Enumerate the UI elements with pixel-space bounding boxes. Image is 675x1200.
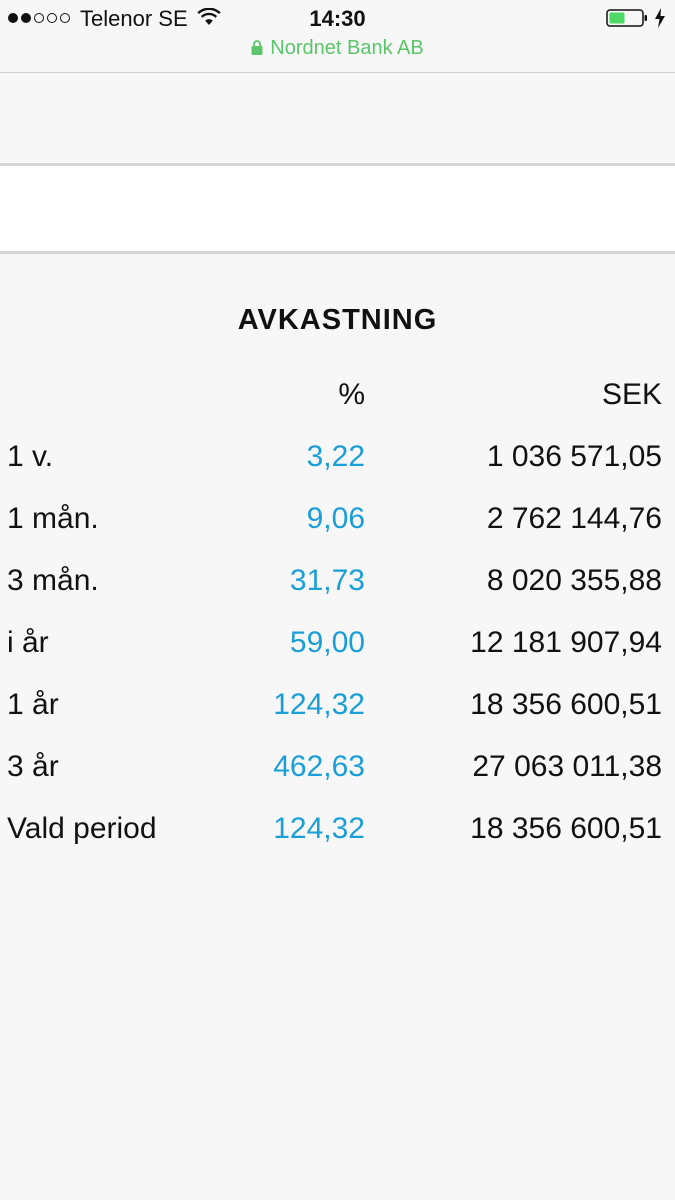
table-row: Vald period 124,32 18 356 600,51 <box>0 804 675 866</box>
percent-value: 3,22 <box>306 440 365 473</box>
carrier-name: Telenor SE <box>80 6 188 31</box>
column-header-percent: % <box>338 378 365 411</box>
header-band <box>0 73 675 166</box>
sek-value: 18 356 600,51 <box>470 812 662 845</box>
period-label: i år <box>7 626 49 659</box>
url-label: Nordnet Bank AB <box>270 37 424 59</box>
sek-value: 27 063 011,38 <box>472 750 662 783</box>
signal-strength-icon <box>8 12 70 24</box>
table-row: 1 mån. 9,06 2 762 144,76 <box>0 494 675 556</box>
period-label: 3 år <box>7 750 59 783</box>
address-bar[interactable]: Nordnet Bank AB <box>0 37 675 60</box>
battery-icon <box>606 9 647 27</box>
charging-bolt-icon <box>655 8 665 28</box>
period-label: 3 mån. <box>7 564 99 597</box>
period-label: Vald period <box>7 812 157 845</box>
clock: 14:30 <box>309 6 366 31</box>
sek-value: 1 036 571,05 <box>486 440 662 473</box>
returns-table: % SEK 1 v. 3,22 1 036 571,05 1 mån. 9,06… <box>0 370 675 866</box>
percent-value: 124,32 <box>273 688 365 721</box>
status-bar: Telenor SE 14:30 Nordnet Bank AB <box>0 0 675 73</box>
percent-value: 59,00 <box>289 626 365 659</box>
column-header-sek: SEK <box>601 378 662 411</box>
table-row: 3 år 462,63 27 063 011,38 <box>0 742 675 804</box>
sek-value: 2 762 144,76 <box>486 502 662 535</box>
sek-value: 18 356 600,51 <box>470 688 662 721</box>
table-row: i år 59,00 12 181 907,94 <box>0 618 675 680</box>
section-title: AVKASTNING <box>237 304 438 336</box>
period-label: 1 mån. <box>7 502 99 535</box>
percent-value: 31,73 <box>289 564 365 597</box>
table-header-row: % SEK <box>0 370 675 432</box>
sek-value: 12 181 907,94 <box>470 626 662 659</box>
period-label: 1 v. <box>7 440 54 473</box>
lock-icon <box>251 40 263 55</box>
percent-value: 124,32 <box>273 812 365 845</box>
content-band <box>0 166 675 254</box>
table-row: 3 mån. 31,73 8 020 355,88 <box>0 556 675 618</box>
sek-value: 8 020 355,88 <box>486 564 662 597</box>
table-row: 1 v. 3,22 1 036 571,05 <box>0 432 675 494</box>
wifi-icon <box>197 8 221 25</box>
period-label: 1 år <box>7 688 59 721</box>
percent-value: 462,63 <box>273 750 365 783</box>
percent-value: 9,06 <box>306 502 365 535</box>
table-row: 1 år 124,32 18 356 600,51 <box>0 680 675 742</box>
